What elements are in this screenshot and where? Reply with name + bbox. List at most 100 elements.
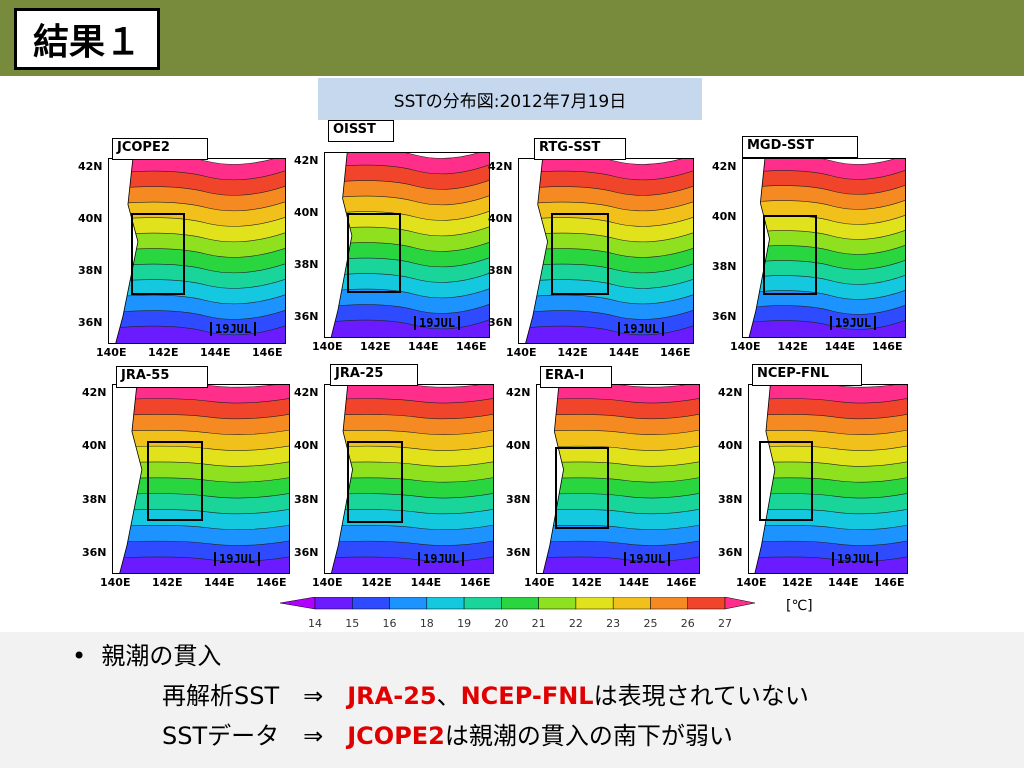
sst-contour (748, 445, 908, 451)
lon-tick-label: 142E (557, 346, 588, 359)
lat-tick-label: 36N (294, 310, 319, 323)
oyashio-region-box (347, 213, 401, 293)
oyashio-region-box (147, 441, 203, 521)
sst-contour (742, 259, 906, 270)
sst-contour (748, 429, 908, 435)
map-frame (536, 384, 700, 574)
sst-contour (748, 556, 908, 562)
note-line-sst: SSTデータ ⇒ JCOPE2は親潮の貫入の南下が弱い (162, 716, 733, 751)
lat-tick-label: 42N (78, 160, 103, 173)
sst-contour (324, 429, 494, 435)
lon-tick-label: 142E (360, 340, 391, 353)
sst-contour (536, 413, 700, 420)
lat-tick-label: 40N (712, 210, 737, 223)
lon-tick-label: 142E (571, 576, 602, 589)
sst-contour (748, 398, 908, 404)
sst-contour (324, 303, 490, 314)
sst-contour (742, 274, 906, 285)
colorbar-tick-label: 23 (606, 617, 620, 630)
land-mask (108, 158, 139, 344)
sst-contour (324, 508, 494, 515)
lat-tick-label: 36N (78, 316, 103, 329)
sst-band (742, 320, 906, 338)
lat-tick-label: 38N (78, 264, 103, 277)
sst-contour (108, 158, 278, 165)
lat-tick-label: 38N (82, 492, 107, 506)
date-tag: 19JUL (418, 552, 465, 566)
sst-contour (742, 244, 906, 255)
sst-contour (112, 429, 290, 435)
lon-tick-label: 140E (506, 346, 537, 359)
lat-tick-label: 38N (718, 492, 743, 506)
lat-tick-label: 38N (294, 492, 319, 506)
sst-contour (536, 384, 693, 388)
sst-contour (748, 413, 908, 420)
sst-contour (748, 540, 908, 546)
sst-contour (742, 184, 906, 195)
land-mask (518, 158, 548, 344)
lat-tick-label: 40N (82, 439, 107, 453)
colorbar-swatch (612, 597, 651, 610)
sst-contour (324, 477, 494, 483)
lat-tick-label: 42N (294, 386, 319, 399)
lon-tick-label: 140E (312, 340, 343, 353)
lat-tick-label: 42N (712, 160, 737, 173)
panel-label: JRA-25 (330, 364, 418, 386)
sst-contour (324, 257, 490, 268)
lat-tick-label: 36N (506, 546, 531, 559)
lon-tick-label: 140E (312, 576, 343, 589)
lon-tick-label: 144E (828, 576, 859, 589)
sst-contour (112, 556, 290, 562)
sst-contour (536, 493, 700, 499)
colorbar-tick-label: 26 (681, 617, 695, 630)
lon-tick-label: 146E (460, 576, 491, 589)
lon-tick-label: 140E (736, 576, 767, 589)
colorbar-tick-label: 16 (383, 617, 397, 630)
lat-tick-label: 40N (78, 212, 103, 225)
land-mask (748, 384, 776, 574)
sst-contour (518, 158, 686, 165)
sst-contour (742, 169, 906, 180)
sst-contour (536, 461, 700, 467)
colorbar-swatch (463, 597, 502, 610)
sst-contour (112, 398, 290, 404)
lon-tick-label: 142E (148, 346, 179, 359)
sst-contour (324, 226, 490, 237)
sst-contour (518, 170, 694, 181)
oyashio-region-box (763, 215, 817, 295)
highlight-jcope2: JCOPE2 (347, 722, 445, 750)
oyashio-region-box (347, 441, 403, 523)
colorbar-swatch (352, 597, 390, 610)
map-frame (742, 158, 906, 338)
lat-tick-label: 38N (506, 492, 531, 506)
oyashio-region-box (551, 213, 609, 295)
lon-tick-label: 144E (200, 346, 231, 359)
figure-caption: SSTの分布図:2012年7月19日 (318, 78, 702, 120)
sst-contour (108, 294, 286, 305)
sst-map-6 (536, 384, 700, 574)
sst-band (748, 556, 908, 574)
lon-tick-label: 144E (824, 340, 856, 353)
sst-map-2 (518, 158, 694, 344)
land-mask (324, 384, 353, 574)
colorbar-min-arrow (280, 597, 316, 610)
lat-tick-label: 36N (294, 546, 319, 559)
lon-tick-label: 146E (456, 340, 487, 353)
sst-contour (108, 309, 286, 320)
highlight-jra25: JRA-25 (347, 682, 437, 710)
sst-contour (324, 461, 494, 467)
panel-label: JCOPE2 (112, 138, 208, 160)
lon-tick-label: 144E (618, 576, 650, 589)
sst-contour (536, 540, 700, 546)
sst-contour (324, 398, 494, 404)
lon-tick-label: 144E (408, 340, 439, 353)
sst-contour (324, 445, 494, 451)
panel-label: MGD-SST (742, 136, 858, 158)
colorbar-tick-label: 15 (345, 617, 359, 630)
sst-contour (324, 540, 494, 546)
sst-contour (112, 493, 290, 499)
bullet-dot: • (72, 642, 87, 670)
date-tag: 19JUL (210, 322, 257, 336)
sst-contour (742, 229, 906, 240)
note-prefix: SSTデータ ⇒ (162, 722, 348, 750)
